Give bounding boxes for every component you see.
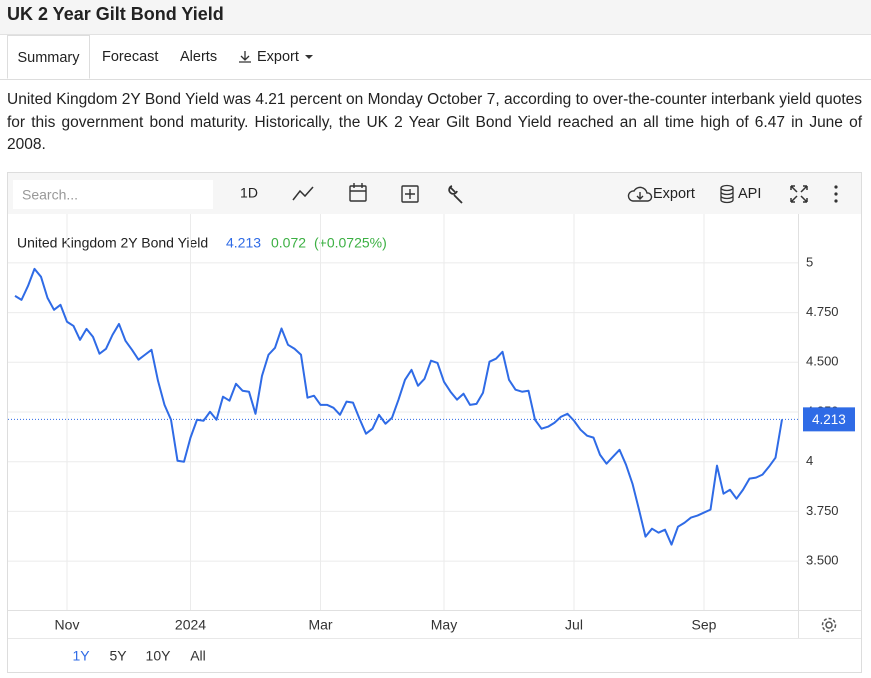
search-box[interactable] [13, 180, 213, 209]
last-value-label: 4.213 [812, 412, 846, 427]
chart-type-icon[interactable] [292, 186, 314, 201]
range-button[interactable]: 1Y [72, 648, 90, 664]
range-buttons: 1Y 5Y 10Y All [72, 648, 205, 664]
export-cloud-icon[interactable] [627, 186, 653, 202]
x-tick-label: Mar [308, 617, 332, 633]
plot: 3.5003.75044.2504.5004.7505Nov2024MarMay… [8, 214, 855, 633]
y-tick-label: 3.750 [806, 503, 839, 518]
y-tick-label: 3.500 [806, 553, 839, 568]
export-button[interactable]: Export [653, 186, 695, 202]
change-value: 0.072 [271, 235, 306, 251]
last-value: 4.213 [226, 235, 261, 251]
tab-alerts[interactable]: Alerts [180, 49, 218, 65]
x-tick-label: Nov [55, 617, 80, 633]
dropdown-caret [305, 55, 313, 59]
interval-button[interactable]: 1D [240, 185, 258, 201]
page-title: UK 2 Year Gilt Bond Yield [7, 4, 224, 24]
y-tick-label: 4.750 [806, 304, 839, 319]
x-tick-label: Jul [565, 617, 583, 633]
y-tick-label: 4 [806, 453, 813, 468]
y-tick-label: 5 [806, 254, 813, 269]
more-menu-icon[interactable] [834, 185, 838, 203]
tab-summary[interactable]: Summary [7, 35, 90, 79]
range-button[interactable]: 10Y [146, 648, 172, 664]
fullscreen-icon[interactable] [790, 185, 808, 203]
title-bar: UK 2 Year Gilt Bond Yield [0, 0, 871, 35]
chart-frame [7, 172, 862, 673]
range-button[interactable]: All [190, 648, 206, 664]
series-line [14, 267, 783, 546]
range-button[interactable]: 5Y [109, 648, 127, 664]
x-tick-label: Sep [692, 617, 717, 633]
description: United Kingdom 2Y Bond Yield was 4.21 pe… [7, 91, 862, 153]
api-button[interactable]: API [738, 186, 761, 202]
tab-forecast[interactable]: Forecast [102, 49, 159, 65]
compare-icon[interactable] [401, 185, 419, 203]
tab-export[interactable]: Export [257, 49, 299, 65]
x-tick-label: May [431, 617, 457, 633]
y-tick-label: 4.500 [806, 354, 839, 369]
download-icon[interactable] [237, 49, 253, 65]
calendar-icon[interactable] [349, 183, 367, 202]
x-tick-label: 2024 [175, 617, 206, 633]
change-percent: (+0.0725%) [314, 235, 387, 251]
tab-bar: Summary Forecast Alerts Export [0, 35, 871, 80]
settings-wrench-icon[interactable] [448, 185, 463, 204]
last-value-box [803, 407, 855, 432]
series-name: United Kingdom 2Y Bond Yield [17, 235, 208, 251]
search-placeholder[interactable]: Search... [22, 187, 78, 203]
api-icon[interactable] [720, 184, 734, 204]
gear-icon[interactable] [821, 617, 837, 633]
